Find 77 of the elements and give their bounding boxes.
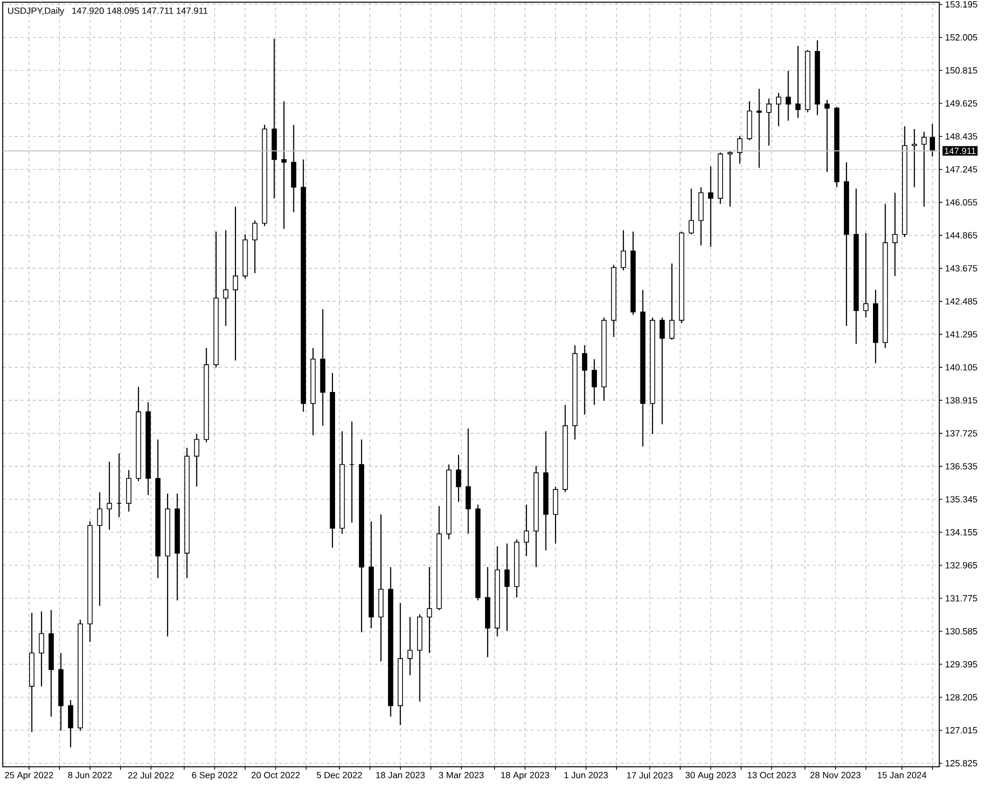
y-tick-label: 134.155 xyxy=(946,529,978,536)
y-tick-label: 138.915 xyxy=(946,397,978,404)
candlestick xyxy=(892,192,898,276)
candlestick xyxy=(863,232,868,318)
candlestick xyxy=(252,220,258,274)
y-tick-label: 132.965 xyxy=(946,562,978,568)
candlestick xyxy=(407,616,413,676)
y-tick-label: 136.535 xyxy=(946,463,978,470)
x-tick-label: 6 Sep 2022 xyxy=(192,772,238,780)
x-tick-label: 15 Jan 2024 xyxy=(878,772,926,778)
candlestick xyxy=(232,206,238,362)
y-tick-label: 147.245 xyxy=(946,166,978,173)
x-tick-label: 30 Aug 2023 xyxy=(686,772,736,780)
candlestick xyxy=(106,461,112,530)
y-tick-label: 128.205 xyxy=(946,694,978,700)
candlestick xyxy=(728,150,733,208)
x-tick-label: 20 Oct 2022 xyxy=(252,772,300,778)
candlestick xyxy=(524,504,530,557)
y-tick-label: 153.195 xyxy=(946,1,978,8)
candlestick xyxy=(921,131,927,208)
y-tick-label: 148.435 xyxy=(946,133,978,140)
x-tick-label: 8 Jun 2022 xyxy=(68,772,112,778)
y-tick-label: 149.625 xyxy=(946,100,978,107)
x-tick-label: 13 Oct 2023 xyxy=(748,772,796,778)
y-tick-label: 143.675 xyxy=(946,265,978,272)
ref-line-label: 147.911 xyxy=(944,148,976,154)
x-tick-label: 5 Dec 2022 xyxy=(316,772,362,778)
y-tick-label: 150.815 xyxy=(946,67,978,74)
candlestick xyxy=(466,428,471,534)
candlestick xyxy=(426,566,432,654)
candlestick xyxy=(756,88,762,168)
y-tick-label: 131.775 xyxy=(946,595,978,602)
y-tick-label: 152.005 xyxy=(946,34,978,41)
y-tick-label: 144.865 xyxy=(946,232,978,239)
candlestick xyxy=(766,98,772,146)
candlestick xyxy=(776,92,782,127)
candlestick xyxy=(708,166,714,248)
candlestick xyxy=(737,135,742,164)
x-tick-label: 22 Jul 2022 xyxy=(128,772,174,779)
candlestick xyxy=(68,700,74,748)
x-tick-label: 1 Jun 2023 xyxy=(564,772,608,778)
candlestick xyxy=(582,344,588,416)
candlestick xyxy=(786,70,791,122)
candlestick xyxy=(688,188,694,235)
text: USDJPY,Daily xyxy=(8,7,64,16)
candlestick xyxy=(281,100,287,230)
y-tick-label: 130.585 xyxy=(946,628,978,634)
x-tick-label: 18 Apr 2023 xyxy=(501,772,550,780)
candlestick xyxy=(620,230,626,271)
candlestick xyxy=(930,123,935,157)
candlestick xyxy=(669,262,675,340)
candlestick xyxy=(223,230,228,326)
y-tick-label: 142.485 xyxy=(946,298,978,305)
candlestick xyxy=(97,492,102,606)
y-tick-label: 129.395 xyxy=(946,661,978,668)
y-tick-label: 127.015 xyxy=(946,727,978,734)
candlestick xyxy=(456,454,462,502)
y-tick-label: 137.725 xyxy=(946,430,978,436)
y-tick-label: 141.295 xyxy=(946,331,978,338)
x-tick-label: 25 Apr 2022 xyxy=(4,772,54,780)
candlestick xyxy=(592,358,597,406)
y-tick-label: 140.105 xyxy=(946,364,978,370)
candlestick xyxy=(504,542,510,632)
x-tick-label: 3 Mar 2023 xyxy=(438,772,484,778)
candlestick xyxy=(824,99,830,173)
chart-subtitle: 147.920 148.095 147.711 147.911 xyxy=(72,8,208,14)
x-tick-label: 17 Jul 2023 xyxy=(627,772,673,779)
candlestick xyxy=(660,316,665,425)
x-tick-label: 28 Nov 2023 xyxy=(810,772,861,778)
candlestick xyxy=(194,433,200,488)
y-tick-label: 135.345 xyxy=(946,496,978,502)
y-tick-label: 146.055 xyxy=(946,199,978,206)
candlestick xyxy=(795,45,801,118)
x-tick-label: 18 Jan 2023 xyxy=(376,772,425,778)
y-tick-label: 125.825 xyxy=(946,760,978,766)
candlestick xyxy=(38,610,44,687)
candlestick xyxy=(912,128,917,188)
